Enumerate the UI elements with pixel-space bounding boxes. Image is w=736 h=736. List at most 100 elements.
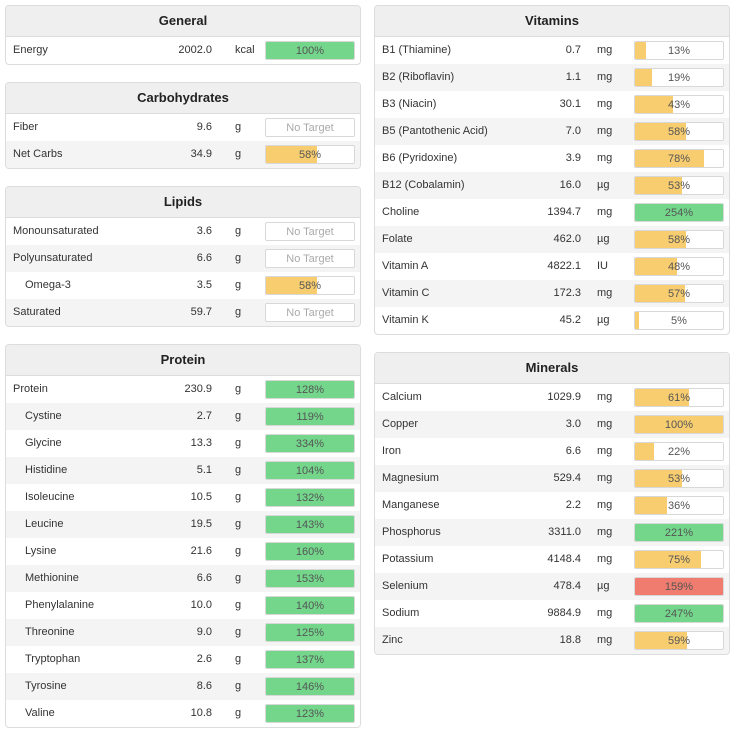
progress-fill <box>266 42 354 59</box>
percent-label: 334% <box>295 438 325 450</box>
progress-fill <box>635 312 640 329</box>
nutrient-name: Protein <box>13 383 48 395</box>
nutrient-name: Valine <box>25 707 55 719</box>
nutrient-unit: g <box>235 464 242 476</box>
nutrient-row[interactable]: Manganese 2.2 mg 36% <box>375 492 729 519</box>
target-progress-bar: 159% <box>634 577 724 596</box>
nutrient-row[interactable]: Vitamin K 45.2 µg 5% <box>375 307 729 334</box>
nutrient-row[interactable]: Glycine 13.3 g 334% <box>6 430 360 457</box>
nutrient-row[interactable]: Calcium 1029.9 mg 61% <box>375 384 729 411</box>
nutrient-row[interactable]: Vitamin C 172.3 mg 57% <box>375 280 729 307</box>
nutrient-name: Sodium <box>382 607 420 619</box>
progress-fill <box>266 678 354 695</box>
nutrient-amount: 10.0 <box>190 599 212 611</box>
nutrient-unit: g <box>235 148 242 160</box>
nutrient-row[interactable]: Valine 10.8 g 123% <box>6 700 360 727</box>
nutrient-amount: 5.1 <box>196 464 212 476</box>
nutrient-row[interactable]: Sodium 9884.9 mg 247% <box>375 600 729 627</box>
nutrient-unit: mg <box>597 287 613 299</box>
nutrient-row[interactable]: Selenium 478.4 µg 159% <box>375 573 729 600</box>
progress-fill <box>266 570 354 587</box>
panel-title: Carbohydrates <box>6 83 360 114</box>
nutrient-name: B5 (Pantothenic Acid) <box>382 125 488 137</box>
nutrient-row[interactable]: Histidine 5.1 g 104% <box>6 457 360 484</box>
nutrient-unit: mg <box>597 607 613 619</box>
nutrient-row[interactable]: Tyrosine 8.6 g 146% <box>6 673 360 700</box>
percent-label: 48% <box>667 261 691 273</box>
nutrient-row[interactable]: Protein 230.9 g 128% <box>6 376 360 403</box>
nutrient-row[interactable]: Lysine 21.6 g 160% <box>6 538 360 565</box>
nutrient-row[interactable]: Leucine 19.5 g 143% <box>6 511 360 538</box>
percent-label: 159% <box>664 581 694 593</box>
nutrient-amount: 230.9 <box>184 383 212 395</box>
nutrient-amount: 1.1 <box>565 71 581 83</box>
nutrient-name: Threonine <box>25 626 75 638</box>
nutrient-unit: g <box>235 306 242 318</box>
nutrient-unit: g <box>235 626 242 638</box>
nutrient-row[interactable]: Phosphorus 3311.0 mg 221% <box>375 519 729 546</box>
percent-label: 137% <box>295 654 325 666</box>
nutrient-row[interactable]: Folate 462.0 µg 58% <box>375 226 729 253</box>
nutrient-row[interactable]: Choline 1394.7 mg 254% <box>375 199 729 226</box>
nutrient-unit: g <box>235 572 242 584</box>
progress-fill <box>635 416 723 433</box>
nutrient-row[interactable]: Threonine 9.0 g 125% <box>6 619 360 646</box>
target-progress-bar: 221% <box>634 523 724 542</box>
target-progress-bar: 153% <box>265 569 355 588</box>
nutrient-row[interactable]: Methionine 6.6 g 153% <box>6 565 360 592</box>
target-progress-bar: 75% <box>634 550 724 569</box>
nutrient-row[interactable]: Magnesium 529.4 mg 53% <box>375 465 729 492</box>
nutrient-amount: 3.6 <box>196 225 212 237</box>
nutrient-row[interactable]: Saturated 59.7 g No Target <box>6 299 360 326</box>
nutrient-row[interactable]: Monounsaturated 3.6 g No Target <box>6 218 360 245</box>
target-progress-bar: 58% <box>265 276 355 295</box>
nutrient-row[interactable]: Vitamin A 4822.1 IU 48% <box>375 253 729 280</box>
percent-label: 53% <box>667 180 691 192</box>
nutrient-row[interactable]: B6 (Pyridoxine) 3.9 mg 78% <box>375 145 729 172</box>
nutrient-row[interactable]: Omega-3 3.5 g 58% <box>6 272 360 299</box>
nutrient-row[interactable]: Energy 2002.0 kcal 100% <box>6 37 360 64</box>
nutrient-row[interactable]: Phenylalanine 10.0 g 140% <box>6 592 360 619</box>
percent-label: 5% <box>671 315 687 327</box>
nutrient-row[interactable]: Iron 6.6 mg 22% <box>375 438 729 465</box>
nutrient-amount: 18.8 <box>559 634 581 646</box>
nutrient-unit: mg <box>597 391 613 403</box>
progress-fill <box>635 123 687 140</box>
progress-fill <box>266 705 354 722</box>
target-progress-bar: 100% <box>265 41 355 60</box>
target-progress-bar: 58% <box>634 122 724 141</box>
percent-label: 78% <box>667 153 691 165</box>
nutrient-row[interactable]: Net Carbs 34.9 g 58% <box>6 141 360 168</box>
panel-title: Vitamins <box>375 6 729 37</box>
nutrient-name: Vitamin C <box>382 287 430 299</box>
nutrient-row[interactable]: B2 (Riboflavin) 1.1 mg 19% <box>375 64 729 91</box>
nutrient-row[interactable]: Copper 3.0 mg 100% <box>375 411 729 438</box>
nutrient-row[interactable]: B3 (Niacin) 30.1 mg 43% <box>375 91 729 118</box>
target-progress-bar: No Target <box>265 118 355 137</box>
nutrient-row[interactable]: B12 (Cobalamin) 16.0 µg 53% <box>375 172 729 199</box>
nutrient-unit: mg <box>597 98 613 110</box>
nutrient-amount: 3.0 <box>565 418 581 430</box>
nutrient-row[interactable]: Cystine 2.7 g 119% <box>6 403 360 430</box>
nutrient-row[interactable]: Fiber 9.6 g No Target <box>6 114 360 141</box>
nutrient-row[interactable]: B5 (Pantothenic Acid) 7.0 mg 58% <box>375 118 729 145</box>
nutrient-row[interactable]: Potassium 4148.4 mg 75% <box>375 546 729 573</box>
percent-label: 140% <box>295 600 325 612</box>
nutrient-row[interactable]: Tryptophan 2.6 g 137% <box>6 646 360 673</box>
nutrient-amount: 0.7 <box>565 44 581 56</box>
target-progress-bar: 13% <box>634 41 724 60</box>
nutrient-amount: 10.8 <box>190 707 212 719</box>
progress-fill <box>266 597 354 614</box>
nutrient-name: B1 (Thiamine) <box>382 44 452 56</box>
nutrient-unit: g <box>235 707 242 719</box>
nutrient-row[interactable]: Polyunsaturated 6.6 g No Target <box>6 245 360 272</box>
nutrient-row[interactable]: Zinc 18.8 mg 59% <box>375 627 729 654</box>
nutrient-unit: µg <box>597 314 610 326</box>
nutrient-row[interactable]: Isoleucine 10.5 g 132% <box>6 484 360 511</box>
target-progress-bar: 247% <box>634 604 724 623</box>
nutrient-row[interactable]: B1 (Thiamine) 0.7 mg 13% <box>375 37 729 64</box>
progress-fill <box>635 258 678 275</box>
percent-label: 104% <box>295 465 325 477</box>
percent-label: 61% <box>667 392 691 404</box>
percent-label: 153% <box>295 573 325 585</box>
